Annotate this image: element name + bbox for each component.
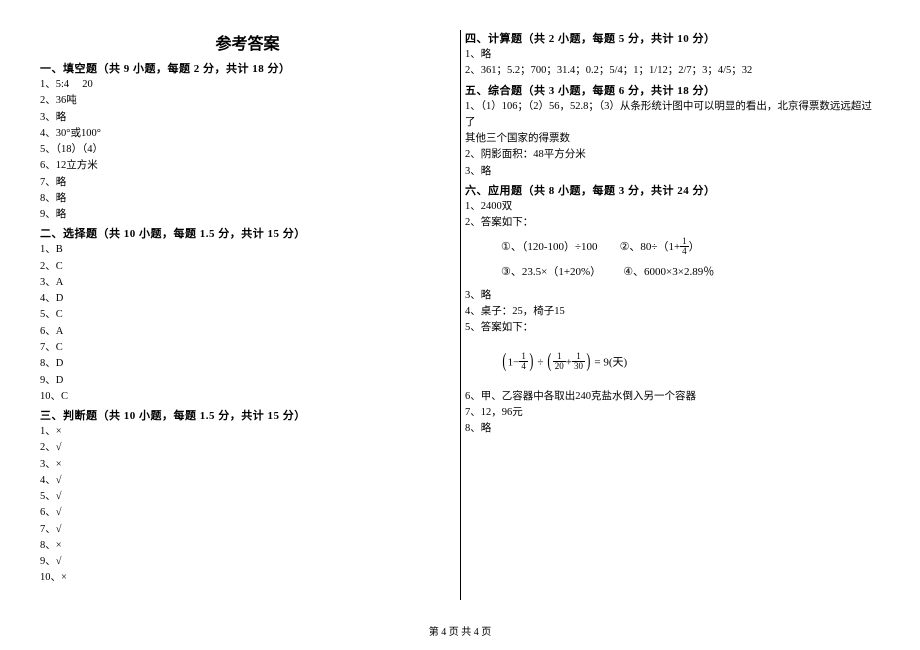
- formula-row-1: ①、（120-100）÷100 ②、80÷（1+14） ③、23.5×（1+20…: [465, 231, 880, 287]
- s2-item: 10、C: [40, 389, 455, 405]
- s6-item: 5、答案如下：: [465, 320, 880, 336]
- s2-item: 6、A: [40, 324, 455, 340]
- formula-2a: ③、23.5×（1+20%）: [501, 266, 601, 278]
- s3-item: 7、√: [40, 522, 455, 538]
- s1-item: 3、略: [40, 110, 455, 126]
- eq-result: = 9(天): [594, 356, 627, 368]
- formula-1c: ）: [689, 241, 700, 253]
- s3-item: 2、√: [40, 440, 455, 456]
- s3-item: 8、×: [40, 538, 455, 554]
- s2-item: 2、C: [40, 259, 455, 275]
- fraction: 130: [572, 352, 585, 371]
- page-content: 参考答案 一、填空题（共 9 小题，每题 2 分，共计 18 分） 1、5:4 …: [0, 0, 920, 610]
- s1-item: 7、略: [40, 175, 455, 191]
- doc-title: 参考答案: [40, 30, 455, 54]
- s2-item: 5、C: [40, 307, 455, 323]
- s4-item: 2、361；5.2；700；31.4；0.2；5/4；1；1/12；2/7；3；…: [465, 63, 880, 79]
- s2-item: 9、D: [40, 373, 455, 389]
- s3-item: 9、√: [40, 554, 455, 570]
- s6-item: 7、12，96元: [465, 405, 880, 421]
- formula-1a: ①、（120-100）÷100: [501, 241, 598, 253]
- right-paren: ): [529, 339, 533, 383]
- fraction: 14: [680, 237, 689, 256]
- s4-item: 1、略: [465, 47, 880, 63]
- section-5-head: 五、综合题（共 3 小题，每题 6 分，共计 18 分）: [465, 82, 880, 98]
- s5-item: 其他三个国家的得票数: [465, 131, 880, 147]
- section-1-head: 一、填空题（共 9 小题，每题 2 分，共计 18 分）: [40, 60, 455, 76]
- s2-item: 8、D: [40, 356, 455, 372]
- eq-div: ÷: [537, 356, 543, 368]
- equation-block: (1−14) ÷ (120+130) = 9(天): [465, 337, 880, 389]
- s1-item: 5、（18）（4）: [40, 142, 455, 158]
- s1-item: 1、5:4 20: [40, 77, 455, 93]
- section-6-head: 六、应用题（共 8 小题，每题 3 分，共计 24 分）: [465, 182, 880, 198]
- page-footer: 第 4 页 共 4 页: [0, 623, 920, 638]
- s1-item: 6、12立方米: [40, 158, 455, 174]
- s5-item: 2、阴影面积：48平方分米: [465, 147, 880, 163]
- s3-item: 5、√: [40, 489, 455, 505]
- right-paren: ): [586, 339, 590, 383]
- left-paren: (: [547, 339, 551, 383]
- s3-item: 10、×: [40, 570, 455, 586]
- fraction: 120: [553, 352, 566, 371]
- s5-item: 3、略: [465, 164, 880, 180]
- s6-item: 4、桌子：25，椅子15: [465, 304, 880, 320]
- formula-1b: ②、80÷（1+: [620, 241, 681, 253]
- s6-item: 3、略: [465, 288, 880, 304]
- s6-item: 8、略: [465, 421, 880, 437]
- section-4-head: 四、计算题（共 2 小题，每题 5 分，共计 10 分）: [465, 30, 880, 46]
- s1-item: 4、30°或100°: [40, 126, 455, 142]
- s3-item: 3、×: [40, 457, 455, 473]
- s6-item: 1、2400双: [465, 199, 880, 215]
- left-paren: (: [502, 339, 506, 383]
- fraction: 14: [519, 352, 528, 371]
- s2-item: 3、A: [40, 275, 455, 291]
- s6-item: 6、甲、乙容器中各取出240克盐水倒入另一个容器: [465, 389, 880, 405]
- s6-item: 2、答案如下：: [465, 215, 880, 231]
- s5-item: 1、（1）106；（2）56，52.8；（3）从条形统计图中可以明显的看出，北京…: [465, 99, 880, 132]
- s2-item: 7、C: [40, 340, 455, 356]
- s2-item: 1、B: [40, 242, 455, 258]
- section-2-head: 二、选择题（共 10 小题，每题 1.5 分，共计 15 分）: [40, 225, 455, 241]
- formula-2b: ④、6000×3×2.89％: [623, 266, 714, 278]
- section-3-head: 三、判断题（共 10 小题，每题 1.5 分，共计 15 分）: [40, 407, 455, 423]
- s1-item: 9、略: [40, 207, 455, 223]
- s3-item: 1、×: [40, 424, 455, 440]
- s1-item: 2、36吨: [40, 93, 455, 109]
- s3-item: 6、√: [40, 505, 455, 521]
- s3-item: 4、√: [40, 473, 455, 489]
- s2-item: 4、D: [40, 291, 455, 307]
- s1-item: 8、略: [40, 191, 455, 207]
